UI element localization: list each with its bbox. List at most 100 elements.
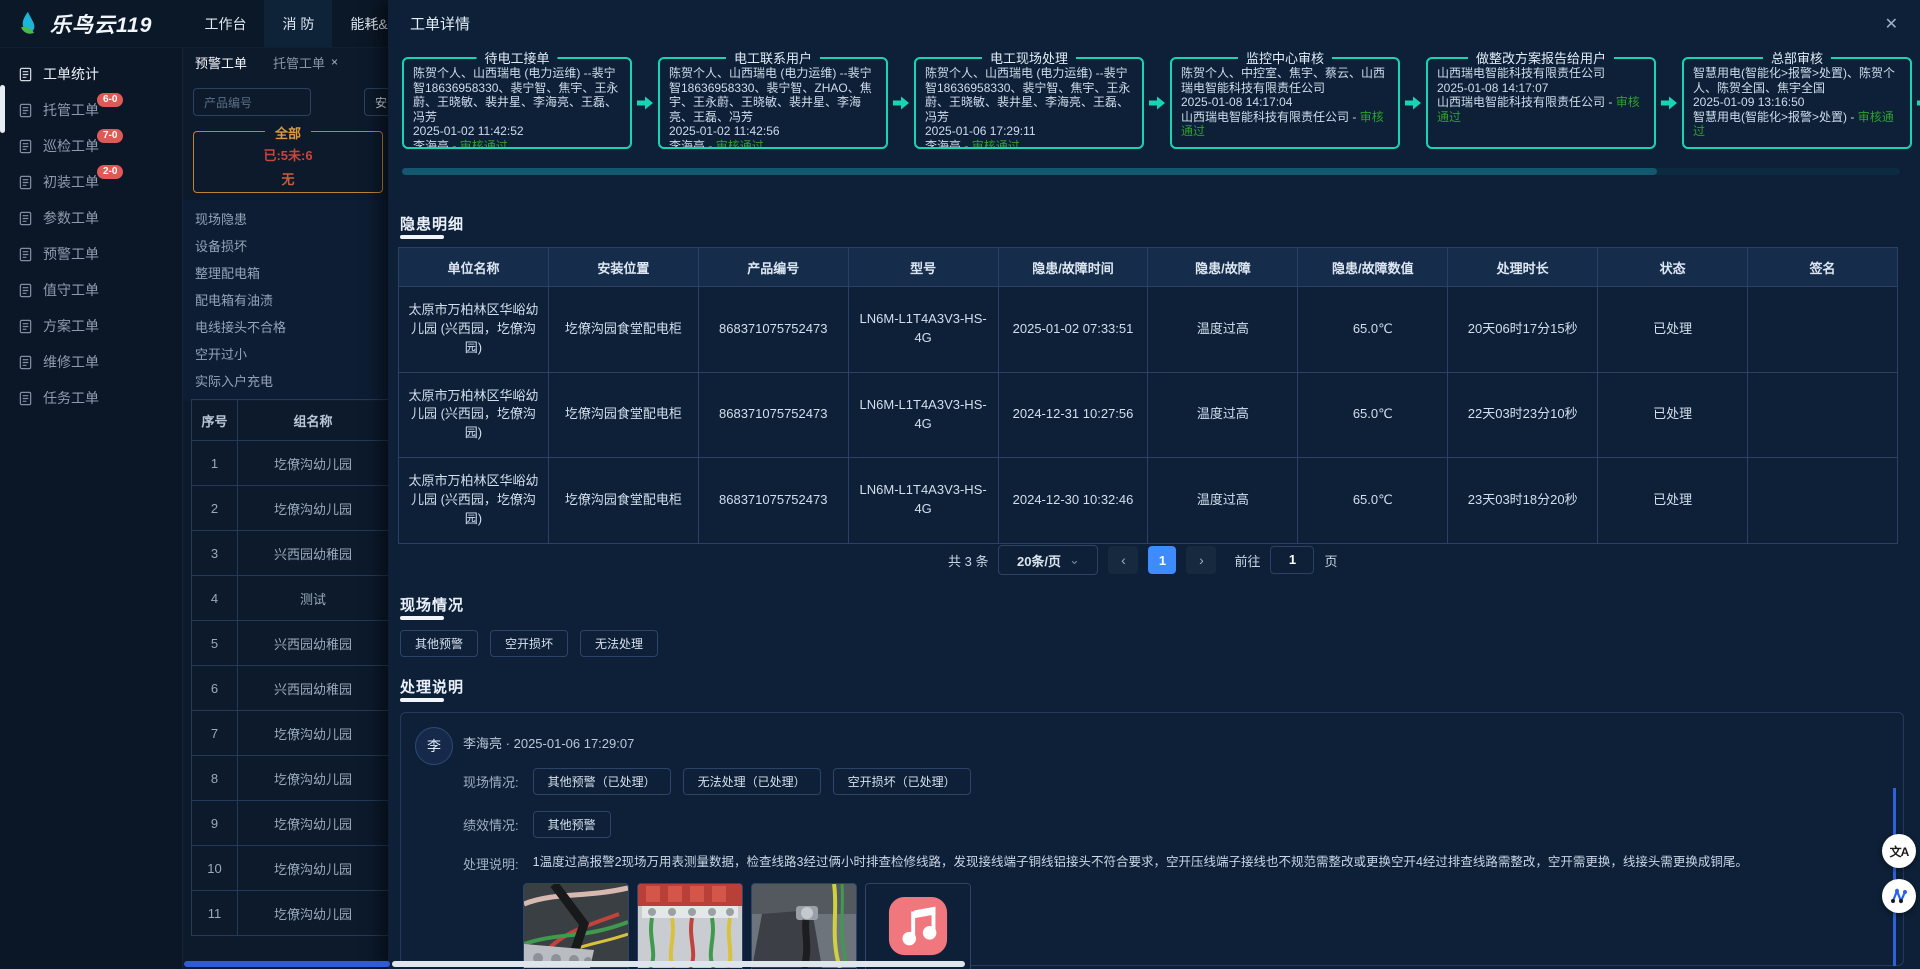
product-code-input[interactable]: 产品编号 (193, 88, 311, 116)
attachment-video[interactable]: video_2025010... (865, 883, 971, 969)
sidebar-item[interactable]: 工单统计 (0, 56, 182, 92)
category-item[interactable]: 实际入户充电 (195, 374, 274, 389)
sidebar-item[interactable]: 初装工单 2-0 (0, 164, 182, 200)
sidebar-item[interactable]: 值守工单 (0, 272, 182, 308)
group-row[interactable]: 9 圪僚沟幼儿园 (191, 800, 389, 846)
group-row[interactable]: 8 圪僚沟幼儿园 (191, 755, 389, 801)
drawer-horizontal-scrollbar[interactable] (392, 961, 965, 967)
attachment-row: ./oss/webp/IM... (523, 883, 1889, 969)
tab-close-icon[interactable]: × (331, 55, 339, 69)
panel-horizontal-scrollbar[interactable] (184, 961, 390, 967)
approved-status: 审核通过 (971, 138, 1020, 149)
top-menu-item[interactable]: 消 防 (264, 0, 333, 47)
category-item[interactable]: 电线接头不合格 (195, 320, 287, 335)
sidebar-scrollbar-thumb[interactable] (0, 85, 5, 133)
panel-tab[interactable]: 托管工单 × (273, 53, 338, 72)
cell-duration: 23天03时18分20秒 (1447, 457, 1599, 544)
group-row[interactable]: 7 圪僚沟幼儿园 (191, 710, 389, 756)
category-item[interactable]: 空开过小 (195, 347, 248, 362)
attachment-image[interactable]: ./oss/webp/IM... (751, 883, 857, 969)
sidebar-item[interactable]: 巡检工单 7-0 (0, 128, 182, 164)
brand-name: 乐鸟云119 (50, 13, 153, 37)
status-filter-box[interactable]: 全部 已:5未:6 无 (193, 123, 383, 193)
chevron-down-icon: ⌄ (1069, 552, 1080, 567)
cell-model: LN6M-L1T4A3V3-HS-4G (847, 371, 999, 459)
handle-section-title: 处理说明 (400, 679, 465, 696)
top-menu-item[interactable]: 工作台 (204, 15, 247, 32)
filter-counts: 已:5未:6 (263, 148, 313, 163)
comment-header: 李海亮 · 2025-01-06 17:29:07 (463, 736, 635, 751)
cell-fault-time: 2024-12-31 10:27:56 (997, 371, 1149, 459)
category-item[interactable]: 配电箱有油渍 (195, 293, 274, 308)
cell-signature (1747, 457, 1898, 544)
group-row-name: 兴西园幼稚园 (237, 530, 389, 576)
flow-scrollbar[interactable] (402, 168, 1900, 175)
approved-status: 审核通过 (715, 138, 764, 149)
flow-step: 山西瑞电智能科技有限责任公司 2025-01-08 14:17:07 山西瑞电智… (1426, 48, 1682, 149)
approved-status: 审核通过 (459, 138, 508, 149)
sidebar-item[interactable]: 托管工单 6-0 (0, 92, 182, 128)
group-row[interactable]: 3 兴西园幼稚园 (191, 530, 389, 576)
sidebar-item[interactable]: 方案工单 (0, 308, 182, 344)
wiring-photo-thumbnail (524, 884, 628, 968)
page-size-select[interactable]: 20条/页 ⌄ (998, 545, 1099, 575)
hazard-table: 单位名称 安装位置 产品编号 型号 隐患/故障时间 隐患/故障 隐患/故障数值 处理时长 状态签… (398, 247, 1898, 544)
translate-button[interactable]: 文A (1882, 834, 1916, 868)
flow-step-members: 陈贺个人、中控室、焦宇、蔡云、山西瑞电智能科技有限责任公司 (1181, 66, 1386, 95)
flow-step-review: 山西瑞电智能科技有限责任公司 - 审核通过 (1437, 95, 1640, 124)
flow-step-review: 李海亮 - 审核通过 (669, 138, 877, 149)
comment-perf-row: 绩效情况: 其他预警 (463, 811, 1889, 838)
flow-step: 陈贺个人、中控室、焦宇、蔡云、山西瑞电智能科技有限责任公司 2025-01-08… (1170, 48, 1426, 149)
group-row[interactable]: 4 测试 (191, 575, 389, 621)
scene-tag[interactable]: 空开损坏 (490, 630, 569, 657)
group-row-index: 4 (191, 575, 238, 621)
group-row[interactable]: 5 兴西园幼稚园 (191, 620, 389, 666)
flow-step-title: 做整改方案报告给用户 (1467, 48, 1615, 67)
close-icon[interactable]: ✕ (1884, 15, 1898, 33)
sidebar-item-label: 值守工单 (43, 282, 99, 298)
flow-scrollbar-thumb[interactable] (402, 168, 1657, 175)
group-row[interactable]: 6 兴西园幼稚园 (191, 665, 389, 711)
workorder-doc-icon (18, 139, 33, 154)
drawer-vertical-scrollbar[interactable] (1893, 788, 1896, 966)
sidebar-item[interactable]: 预警工单 (0, 236, 182, 272)
current-page-button[interactable]: 1 (1148, 546, 1177, 574)
count-badge: 2-0 (97, 165, 124, 179)
group-row-index: 10 (191, 845, 238, 891)
attachment-image[interactable]: ./oss/webp/IM... (523, 883, 629, 969)
goto-unit: 页 (1324, 553, 1338, 569)
group-row[interactable]: 1 圪僚沟幼儿园 (191, 440, 389, 486)
attachment-image[interactable]: ./oss/webp/IM... (637, 883, 743, 969)
cell-fault-type: 温度过高 (1147, 371, 1299, 459)
hazard-row[interactable]: 太原市万柏林区华峪幼儿园 (兴西园，圪僚沟园) 圪僚沟园食堂配电柜 868371… (398, 457, 1898, 544)
drawer-header: 工单详情 ✕ (388, 0, 1920, 47)
group-row[interactable]: 11 圪僚沟幼儿园 (191, 890, 389, 936)
hazard-row[interactable]: 太原市万柏林区华峪幼儿园 (兴西园，圪僚沟园) 圪僚沟园食堂配电柜 868371… (398, 286, 1898, 373)
panel-tab[interactable]: 预警工单 (195, 53, 247, 72)
share-graph-button[interactable] (1882, 879, 1916, 913)
brand-logo[interactable]: 乐鸟云119 (14, 9, 152, 39)
scene-tag[interactable]: 无法处理 (580, 630, 659, 657)
scene-tag[interactable]: 其他预警 (400, 630, 479, 657)
group-row[interactable]: 2 圪僚沟幼儿园 (191, 485, 389, 531)
sidebar-item-label: 托管工单 (43, 102, 99, 118)
group-row-index: 1 (191, 440, 238, 486)
hazard-row[interactable]: 太原市万柏林区华峪幼儿园 (兴西园，圪僚沟园) 圪僚沟园食堂配电柜 868371… (398, 371, 1898, 459)
prev-page-button[interactable]: ‹ (1108, 546, 1139, 574)
sidebar-item[interactable]: 任务工单 (0, 380, 182, 416)
group-row[interactable]: 10 圪僚沟幼儿园 (191, 845, 389, 891)
category-item[interactable]: 现场隐患 (195, 212, 248, 227)
next-page-button[interactable]: › (1186, 546, 1217, 574)
hazard-col-header: 产品编号 (697, 247, 849, 287)
flow-step-title: 电工联系用户 (725, 48, 821, 67)
goto-page-input[interactable]: 1 (1270, 546, 1315, 574)
sidebar-item[interactable]: 维修工单 (0, 344, 182, 380)
approved-status: 审核通过 (1181, 109, 1384, 139)
panel-tabs: 预警工单 托管工单 × (183, 47, 389, 77)
sidebar-item[interactable]: 参数工单 (0, 200, 182, 236)
category-item[interactable]: 整理配电箱 (195, 266, 261, 281)
workorder-doc-icon (18, 283, 33, 298)
group-row-name: 兴西园幼稚园 (237, 620, 389, 666)
category-item[interactable]: 设备损坏 (195, 239, 248, 254)
group-row-index: 3 (191, 530, 238, 576)
